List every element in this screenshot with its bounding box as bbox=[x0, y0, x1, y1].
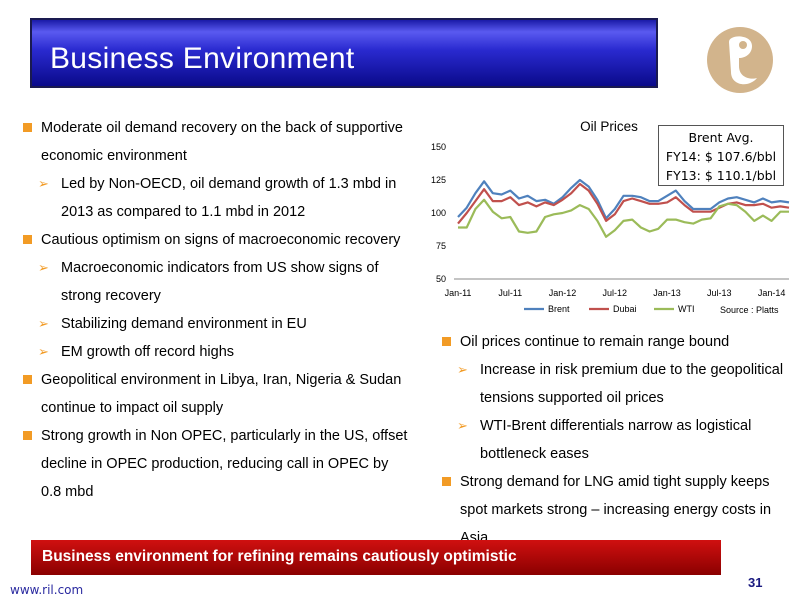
arrow-icon: ➢ bbox=[38, 344, 49, 359]
sub-bullet-em-growth: ➢ EM growth off record highs bbox=[22, 338, 412, 366]
bullet-non-opec-growth: Strong growth in Non OPEC, particularly … bbox=[22, 422, 412, 506]
y-tick-label: 125 bbox=[431, 175, 446, 185]
y-tick-label: 100 bbox=[431, 208, 446, 218]
x-tick-label: Jul-12 bbox=[603, 288, 628, 298]
x-tick-label: Jan-12 bbox=[549, 288, 577, 298]
page-title: Business Environment bbox=[50, 42, 355, 75]
legend-label-brent: Brent bbox=[548, 304, 570, 314]
bullet-cautious-optimism: Cautious optimism on signs of macroecono… bbox=[22, 226, 412, 254]
arrow-icon: ➢ bbox=[457, 418, 468, 433]
series-line-dubai bbox=[457, 182, 790, 225]
arrow-icon: ➢ bbox=[38, 316, 49, 331]
brent-box-fy13: FY13: $ 110.1/bbl bbox=[665, 168, 777, 183]
y-tick-label: 75 bbox=[436, 241, 446, 251]
bullet-range-bound: Oil prices continue to remain range boun… bbox=[441, 328, 786, 356]
x-tick-label: Jul-11 bbox=[498, 288, 522, 298]
sub-bullet-risk-premium: ➢ Increase in risk premium due to the geo… bbox=[441, 356, 786, 412]
x-tick-label: Jul-13 bbox=[707, 288, 732, 298]
series-line-brent bbox=[457, 178, 790, 220]
arrow-icon: ➢ bbox=[38, 260, 49, 275]
bullet-oil-demand: Moderate oil demand recovery on the back… bbox=[22, 114, 412, 170]
bottom-banner: Business environment for refining remain… bbox=[31, 540, 721, 575]
footer-url[interactable]: www.ril.com bbox=[10, 583, 84, 597]
x-tick-label: Jan-14 bbox=[758, 288, 786, 298]
chart-title: Oil Prices bbox=[580, 119, 638, 134]
title-banner: Business Environment bbox=[30, 18, 658, 88]
arrow-icon: ➢ bbox=[457, 362, 468, 377]
y-tick-label: 50 bbox=[436, 274, 446, 284]
sub-bullet-non-oecd: ➢ Led by Non-OECD, oil demand growth of 1… bbox=[22, 170, 412, 226]
brent-box-heading: Brent Avg. bbox=[688, 130, 754, 145]
page-number: 31 bbox=[748, 575, 763, 590]
sub-bullet-eu-demand: ➢ Stabilizing demand environment in EU bbox=[22, 310, 412, 338]
chart-source: Source : Platts bbox=[720, 305, 779, 315]
sub-bullet-us-indicators: ➢ Macroeconomic indicators from US show s… bbox=[22, 254, 412, 310]
bottom-banner-text: Business environment for refining remain… bbox=[42, 548, 517, 565]
legend-label-dubai: Dubai bbox=[613, 304, 637, 314]
oil-prices-chart: Oil Prices 50 75 100 125 150 Jan-11 Jul-11 Jan… bbox=[431, 119, 790, 314]
bullet-geopolitical: Geopolitical environment in Libya, Iran,… bbox=[22, 366, 412, 422]
legend-label-wti: WTI bbox=[678, 304, 695, 314]
x-tick-label: Jan-13 bbox=[653, 288, 681, 298]
brent-box-fy14: FY14: $ 107.6/bbl bbox=[665, 149, 777, 164]
sub-bullet-wti-brent: ➢ WTI-Brent differentials narrow as logis… bbox=[441, 412, 786, 468]
brent-average-box: Brent Avg. FY14: $ 107.6/bbl FY13: $ 110… bbox=[658, 125, 784, 186]
left-column: Moderate oil demand recovery on the back… bbox=[22, 114, 412, 506]
arrow-icon: ➢ bbox=[38, 176, 49, 191]
right-column: Oil prices continue to remain range boun… bbox=[441, 328, 786, 552]
x-tick-label: Jan-11 bbox=[445, 288, 472, 298]
series-line-wti bbox=[458, 198, 789, 238]
reliance-logo-icon bbox=[707, 27, 773, 93]
y-tick-label: 150 bbox=[431, 142, 446, 152]
